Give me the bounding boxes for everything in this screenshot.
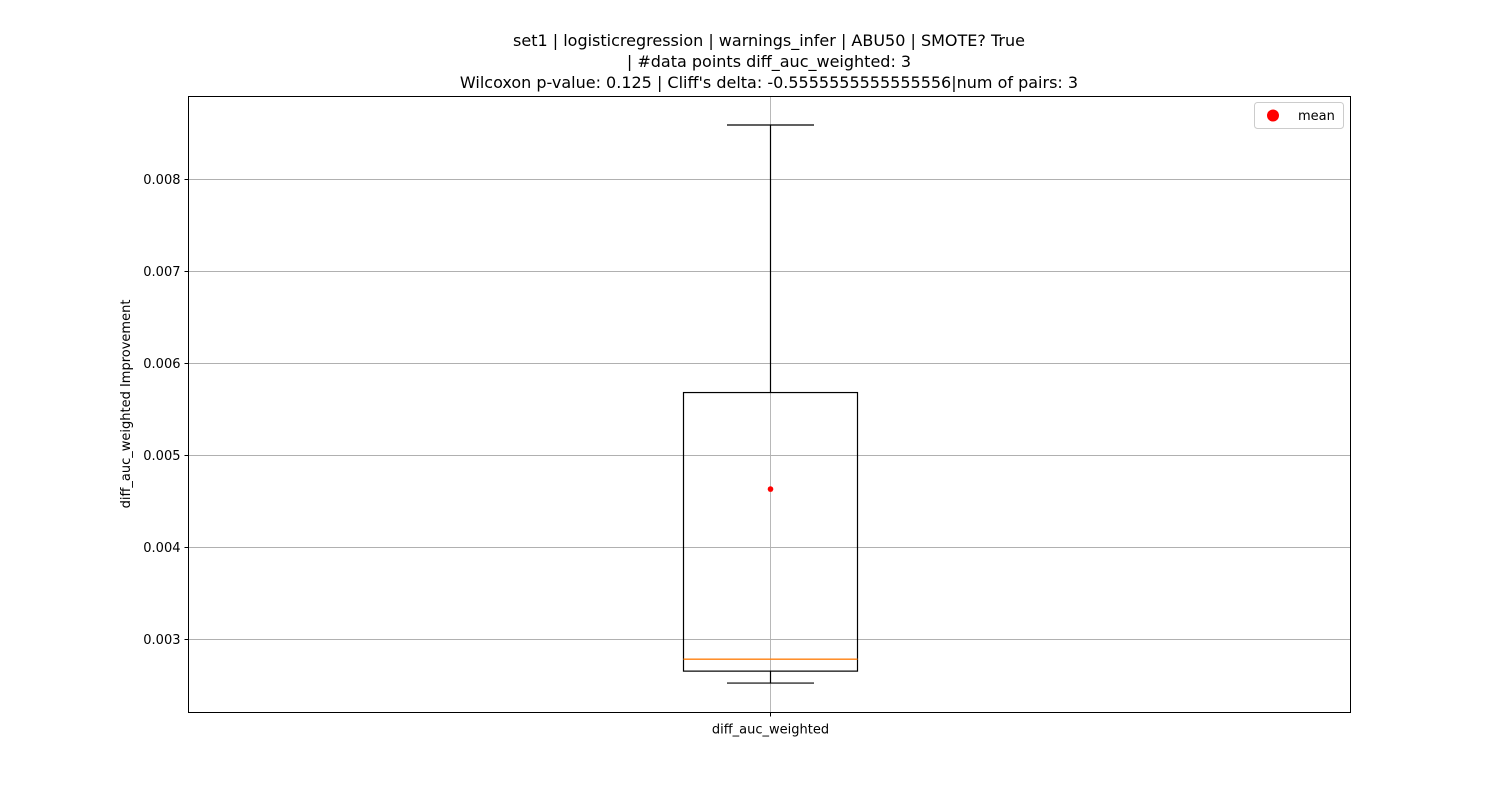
box-layer [682,124,859,684]
y-axis-label: diff_auc_weighted Improvement [119,300,134,509]
legend-label-mean: mean [1298,109,1335,124]
chart-title: set1 | logisticregression | warnings_inf… [460,31,1078,92]
grid-lines [188,96,1351,713]
title-line-1: set1 | logisticregression | warnings_inf… [513,31,1025,51]
y-axis-ticks: 0.003 0.004 0.005 0.006 0.007 0.008 [143,173,189,648]
title-line-2: | #data points diff_auc_weighted: 3 [627,52,911,72]
y-tick-label: 0.007 [143,265,180,280]
mean-marker [767,486,774,492]
y-tick-label: 0.004 [143,541,180,556]
x-axis-ticks: diff_auc_weighted [712,712,829,738]
title-line-3: Wilcoxon p-value: 0.125 | Cliff's delta:… [460,73,1078,92]
legend: mean [1254,102,1344,129]
interquartile-box [682,391,859,672]
legend-mean-marker [1267,109,1279,122]
y-tick-label: 0.005 [143,449,180,464]
plot-area-frame [188,96,1351,713]
legend-frame [1254,102,1344,129]
x-tick-label: diff_auc_weighted [712,723,829,738]
y-tick-label: 0.008 [143,173,180,188]
y-tick-label: 0.003 [143,633,180,648]
y-tick-label: 0.006 [143,357,180,372]
